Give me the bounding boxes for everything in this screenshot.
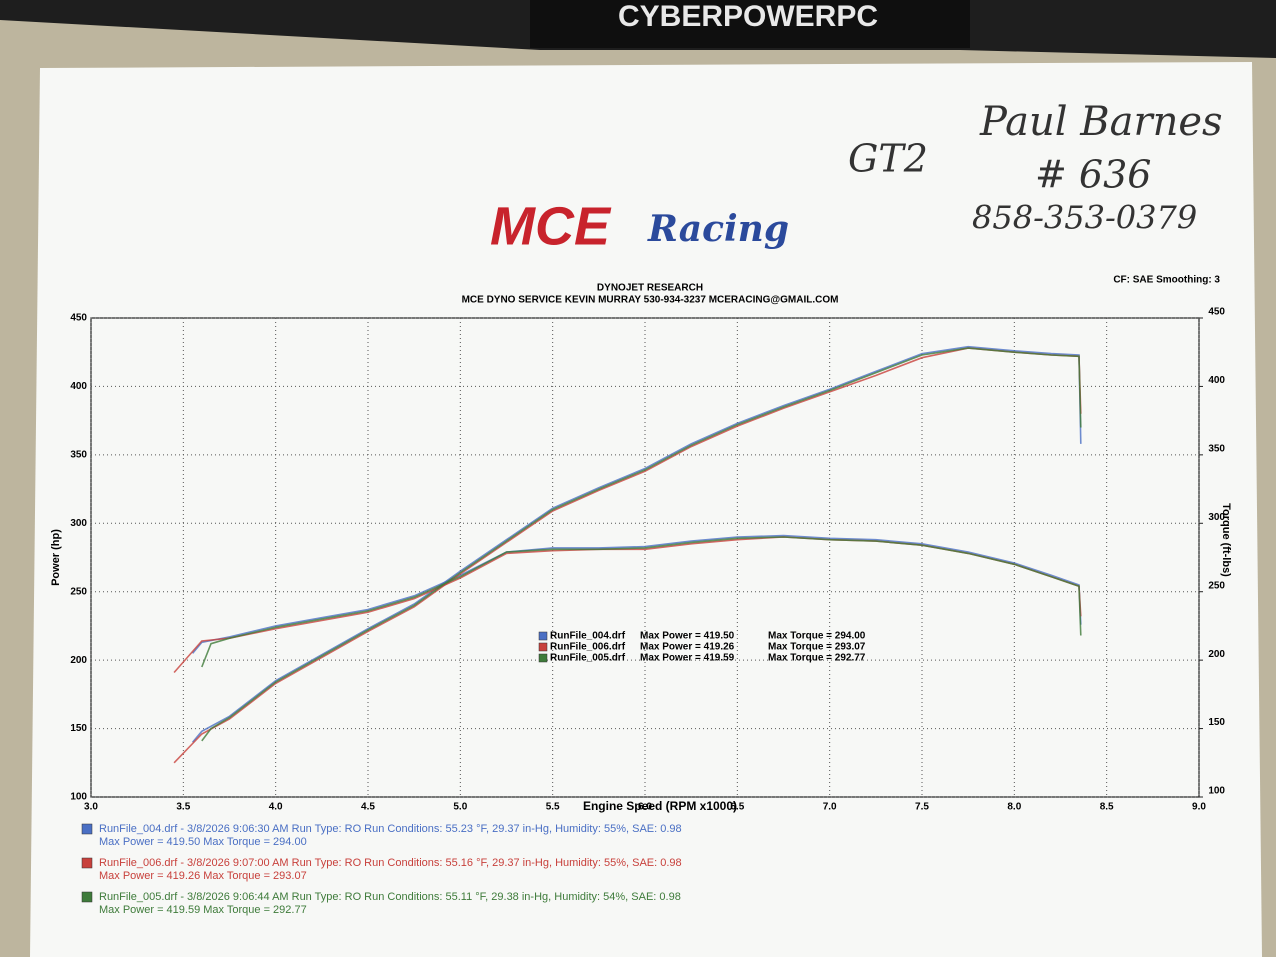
legend-max-power: Max Power = 419.59 [640,653,735,664]
x-tick-label: 5.0 [453,802,467,813]
y-tick-label: 200 [70,655,87,666]
run-info-line: Max Power = 419.50 Max Torque = 294.00 [99,836,307,848]
x-tick-label: 6.0 [638,802,652,813]
y-tick-label: 400 [70,381,87,392]
y2-tick-label: 350 [1208,443,1225,454]
monitor-brand: CYBERPOWERPC [618,0,878,33]
legend-max-torque: Max Torque = 292.77 [768,653,866,664]
legend-max-power: Max Power = 419.26 [640,642,735,653]
handwriting: Paul Barnes [979,99,1223,145]
run-info-line: Max Power = 419.59 Max Torque = 292.77 [99,904,307,916]
run-info-line: RunFile_005.drf - 3/8/2026 9:06:44 AM Ru… [99,891,681,903]
run-swatch [81,891,93,903]
y-tick-label: 350 [70,449,87,460]
x-tick-label: 5.5 [546,802,560,813]
x-tick-label: 6.5 [730,802,744,813]
paper [30,62,1262,957]
y-tick-label: 450 [70,313,87,324]
run-swatch [81,823,93,835]
legend-max-torque: Max Torque = 294.00 [768,631,866,642]
y-tick-label: 250 [70,586,87,597]
header: MCE DYNO SERVICE KEVIN MURRAY 530-934-32… [462,295,839,306]
settings: CF: SAE Smoothing: 3 [1113,275,1220,286]
legend-max-power: Max Power = 419.50 [640,631,735,642]
y-tick-label: 300 [70,518,87,529]
x-tick-label: 4.5 [361,802,375,813]
y-tick-label: 100 [70,792,87,803]
y2-tick-label: 400 [1208,375,1225,386]
monitor-badge [530,0,970,48]
torque-line [201,536,1082,668]
x-tick-label: 7.5 [915,802,929,813]
legend-max-torque: Max Torque = 293.07 [768,642,866,653]
x-tick-label: 8.0 [1007,802,1021,813]
y-axis-label: Power (hp) [50,529,62,586]
run-info-line: Max Power = 419.26 Max Torque = 293.07 [99,870,307,882]
handwriting: 858-353-0379 [972,199,1197,237]
torque-line [191,534,1082,654]
y2-axis-label: Torque (ft-lbs) [1220,503,1232,577]
power-line [191,345,1082,743]
legend-swatch [538,653,548,663]
legend-name: RunFile_006.drf [550,642,626,653]
power-line [201,347,1082,742]
logo-main: MCE [490,196,612,256]
header: DYNOJET RESEARCH [597,283,703,294]
legend-swatch [538,642,548,652]
x-tick-label: 3.5 [176,802,190,813]
y2-tick-label: 300 [1208,512,1225,523]
run-info-line: RunFile_006.drf - 3/8/2026 9:07:00 AM Ru… [99,857,682,869]
x-axis-label: Engine Speed (RPM x1000) [583,799,737,813]
x-tick-label: 3.0 [84,802,98,813]
legend-name: RunFile_005.drf [550,653,626,664]
logo-sub: Racing [647,208,789,250]
x-tick-label: 7.0 [823,802,837,813]
run-swatch [81,857,93,869]
x-tick-label: 4.0 [269,802,283,813]
y2-tick-label: 250 [1208,580,1225,591]
legend-swatch [538,631,548,641]
y2-tick-label: 150 [1208,717,1225,728]
y2-tick-label: 100 [1208,786,1225,797]
handwriting: # 636 [1035,153,1151,197]
x-tick-label: 9.0 [1192,802,1206,813]
run-info-line: RunFile_004.drf - 3/8/2026 9:06:30 AM Ru… [99,823,682,835]
legend-name: RunFile_004.drf [550,631,626,642]
y2-tick-label: 200 [1208,649,1225,660]
x-tick-label: 8.5 [1100,802,1114,813]
y-tick-label: 150 [70,723,87,734]
y2-tick-label: 450 [1208,307,1225,318]
handwriting: GT2 [848,137,928,181]
